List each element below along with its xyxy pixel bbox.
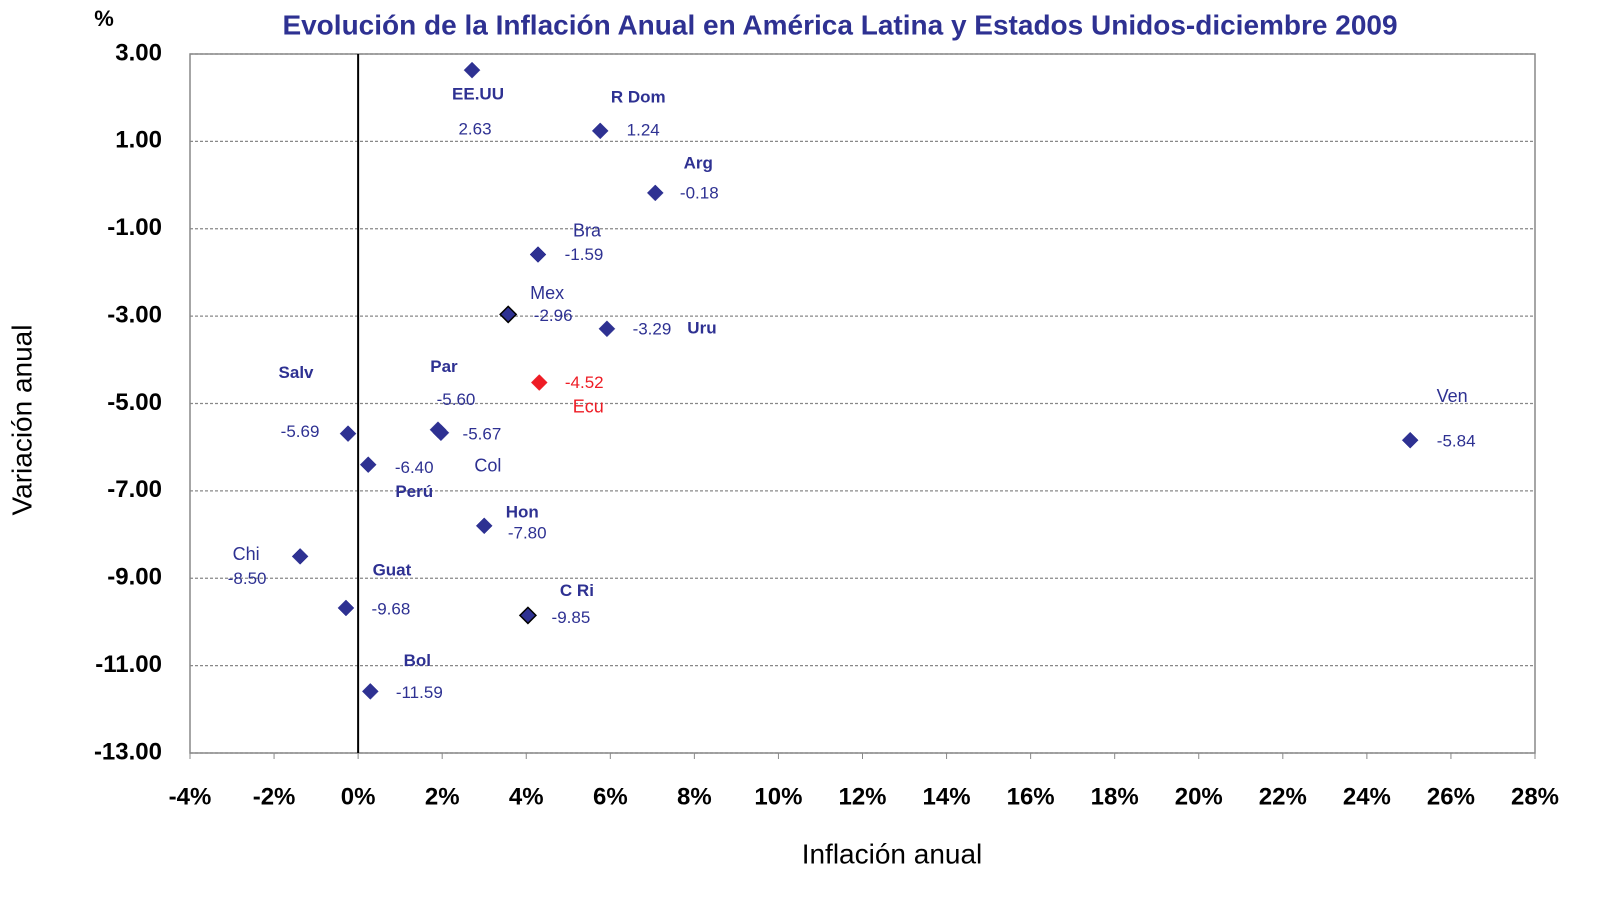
point-label: Perú bbox=[395, 482, 433, 501]
y-tick-label: -5.00 bbox=[107, 389, 162, 416]
value-label: 2.63 bbox=[458, 120, 491, 139]
point bbox=[339, 425, 357, 442]
x-tick-label: 24% bbox=[1343, 783, 1391, 810]
value-label: -9.85 bbox=[552, 608, 591, 627]
y-tick-label: -1.00 bbox=[107, 214, 162, 241]
point bbox=[359, 456, 377, 474]
point-label: Mex bbox=[530, 283, 564, 303]
y-tick-label: 1.00 bbox=[115, 127, 162, 154]
point-label: Par bbox=[430, 357, 458, 376]
point-label: Bra bbox=[573, 220, 602, 240]
x-tick-label: 2% bbox=[425, 783, 460, 810]
point bbox=[361, 683, 379, 700]
y-tick-label: -7.00 bbox=[107, 476, 162, 503]
point bbox=[1401, 431, 1419, 449]
point-label: C Ri bbox=[560, 581, 594, 600]
point-label: EE.UU bbox=[452, 85, 504, 104]
y-unit: % bbox=[94, 6, 114, 31]
x-tick-label: 6% bbox=[593, 783, 628, 810]
x-tick-label: -4% bbox=[169, 783, 212, 810]
x-tick-label: 22% bbox=[1259, 783, 1307, 810]
point-label: R Dom bbox=[611, 87, 666, 106]
point-label: Ecu bbox=[573, 396, 604, 416]
value-label: -2.96 bbox=[534, 306, 573, 325]
x-tick-label: 14% bbox=[923, 783, 971, 810]
chart-title: Evolución de la Inflación Anual en Améri… bbox=[282, 9, 1397, 40]
point-label: Ven bbox=[1437, 386, 1468, 406]
x-tick-label: 20% bbox=[1175, 783, 1223, 810]
value-label: -1.59 bbox=[565, 245, 604, 264]
point-label: Arg bbox=[684, 153, 713, 172]
y-tick-label: -3.00 bbox=[107, 301, 162, 328]
x-axis-title: Inflación anual bbox=[802, 838, 983, 869]
x-tick-label: 4% bbox=[509, 783, 544, 810]
point bbox=[499, 305, 518, 324]
point-label: Col bbox=[474, 456, 501, 476]
point-label: Chi bbox=[233, 544, 260, 564]
value-label: -0.18 bbox=[680, 183, 719, 202]
point bbox=[337, 599, 355, 617]
value-label: -6.40 bbox=[395, 458, 434, 477]
x-tick-label: 0% bbox=[341, 783, 376, 810]
point bbox=[591, 122, 609, 140]
point-label: Hon bbox=[506, 502, 539, 521]
point bbox=[432, 424, 450, 442]
x-tick-label: 8% bbox=[677, 783, 712, 810]
value-label: -4.52 bbox=[565, 373, 604, 392]
value-label: -11.59 bbox=[396, 683, 443, 702]
x-tick-label: 10% bbox=[754, 783, 802, 810]
x-tick-label: 26% bbox=[1427, 783, 1475, 810]
y-tick-label: 3.00 bbox=[115, 39, 162, 66]
value-label: -3.29 bbox=[633, 319, 672, 338]
point-label: Bol bbox=[404, 651, 431, 670]
value-label: -5.69 bbox=[281, 422, 320, 441]
y-tick-label: -11.00 bbox=[95, 651, 162, 678]
x-tick-label: -2% bbox=[253, 783, 296, 810]
y-axis-title: Variación anual bbox=[6, 325, 37, 516]
point bbox=[529, 246, 547, 263]
point bbox=[518, 606, 537, 625]
value-label: 1.24 bbox=[627, 120, 660, 139]
point-label: Guat bbox=[373, 560, 412, 579]
value-label: -5.84 bbox=[1437, 432, 1476, 451]
point bbox=[291, 548, 309, 565]
point bbox=[530, 374, 548, 391]
y-tick-label: -9.00 bbox=[107, 564, 162, 591]
value-label: -7.80 bbox=[508, 523, 547, 542]
x-tick-label: 18% bbox=[1091, 783, 1139, 810]
point bbox=[646, 184, 664, 202]
point-label: Uru bbox=[687, 318, 716, 337]
point bbox=[598, 320, 616, 338]
value-label: -9.68 bbox=[372, 599, 411, 618]
value-label: -5.67 bbox=[463, 424, 502, 443]
x-tick-label: 16% bbox=[1007, 783, 1055, 810]
x-tick-label: 12% bbox=[838, 783, 886, 810]
value-label: -8.50 bbox=[228, 569, 267, 588]
point-label: Salv bbox=[279, 363, 315, 382]
point bbox=[463, 61, 481, 79]
value-label: -5.60 bbox=[437, 390, 476, 409]
y-tick-label: -13.00 bbox=[94, 738, 162, 765]
x-tick-label: 28% bbox=[1511, 783, 1559, 810]
point bbox=[475, 517, 493, 535]
